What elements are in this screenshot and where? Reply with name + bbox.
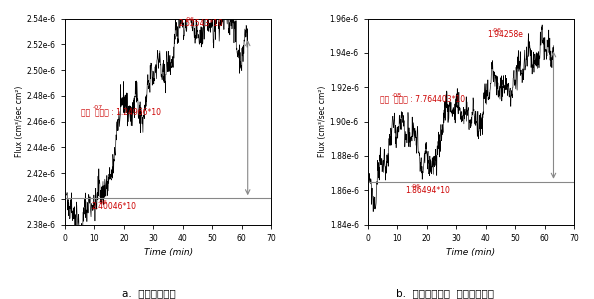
Text: -06: -06 (97, 200, 108, 205)
Y-axis label: Flux (cm³/sec cm²): Flux (cm³/sec cm²) (318, 86, 327, 157)
X-axis label: Time (min): Time (min) (144, 248, 192, 257)
Y-axis label: Flux (cm³/sec cm²): Flux (cm³/sec cm²) (15, 86, 24, 157)
Text: -07: -07 (93, 105, 103, 110)
Text: b.  금속표면처리  카본콤포지트: b. 금속표면처리 카본콤포지트 (397, 288, 494, 298)
Text: 1.86494*10: 1.86494*10 (405, 186, 450, 195)
Text: 수소  투과도 : 1.24966*10: 수소 투과도 : 1.24966*10 (81, 108, 162, 117)
Text: -06: -06 (410, 184, 421, 189)
Text: -06: -06 (184, 17, 194, 22)
Text: 2.40046*10: 2.40046*10 (91, 202, 137, 211)
Text: -08: -08 (392, 93, 402, 97)
X-axis label: Time (min): Time (min) (446, 248, 495, 257)
Text: 수소  투과도 : 7.764403*10: 수소 투과도 : 7.764403*10 (380, 95, 465, 104)
Text: a.  카본콤포지트: a. 카본콤포지트 (122, 288, 175, 298)
Text: 1.94258e: 1.94258e (488, 30, 523, 39)
Text: -06: -06 (492, 28, 502, 33)
Text: 2.52543*10: 2.52543*10 (178, 19, 223, 28)
